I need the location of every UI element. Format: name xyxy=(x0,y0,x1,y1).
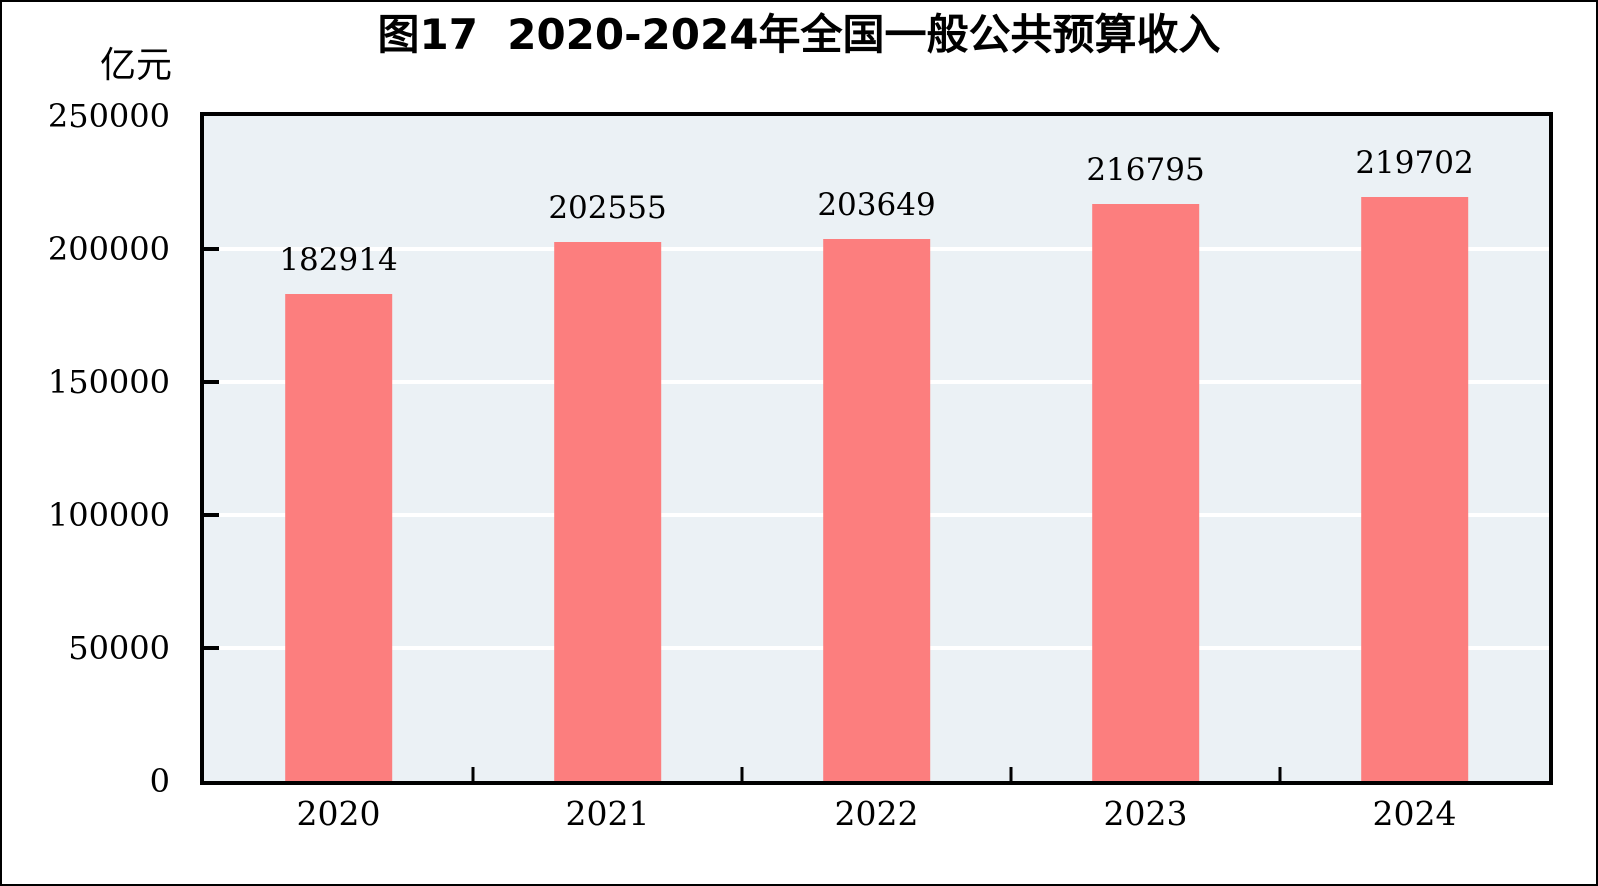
y-axis-unit-label: 亿元 xyxy=(99,45,172,86)
x-axis-tick xyxy=(740,767,744,781)
x-axis-tick xyxy=(1278,767,1282,781)
bar-value-label: 182914 xyxy=(279,242,398,279)
y-axis-tick-label: 250000 xyxy=(47,97,170,135)
y-axis-tick-label: 100000 xyxy=(47,496,170,534)
x-axis-label: 2021 xyxy=(565,794,650,833)
y-axis-tick-label: 150000 xyxy=(47,363,170,401)
bar-2023 xyxy=(1091,204,1200,781)
bar-value-label: 216795 xyxy=(1086,152,1205,189)
y-axis-tick xyxy=(204,646,219,650)
bar-2020 xyxy=(284,294,393,781)
bar-value-label: 203649 xyxy=(817,187,936,224)
chart-title: 图17 2020-2024年全国一般公共预算收入 xyxy=(377,10,1221,59)
y-axis-tick xyxy=(204,513,219,517)
x-axis-tick xyxy=(1009,767,1013,781)
bar-value-label: 202555 xyxy=(548,190,667,227)
bar-2021 xyxy=(553,242,662,781)
bar-value-label: 219702 xyxy=(1355,144,1474,181)
y-axis-tick-label: 0 xyxy=(149,762,170,800)
x-axis-label: 2023 xyxy=(1103,794,1188,833)
bar-2024 xyxy=(1360,196,1469,781)
plot-area: 0 50000 100000 150000 200000 250000 182914 2020… xyxy=(48,100,1553,830)
y-axis-tick xyxy=(204,247,219,251)
x-axis-tick xyxy=(471,767,475,781)
y-axis-tick xyxy=(204,380,219,384)
y-axis-tick-label: 50000 xyxy=(68,629,170,667)
x-axis-label: 2020 xyxy=(296,794,381,833)
x-axis-label: 2022 xyxy=(834,794,919,833)
bar-2022 xyxy=(822,239,931,781)
x-axis-label: 2024 xyxy=(1372,794,1457,833)
y-axis-tick-label: 200000 xyxy=(47,230,170,268)
